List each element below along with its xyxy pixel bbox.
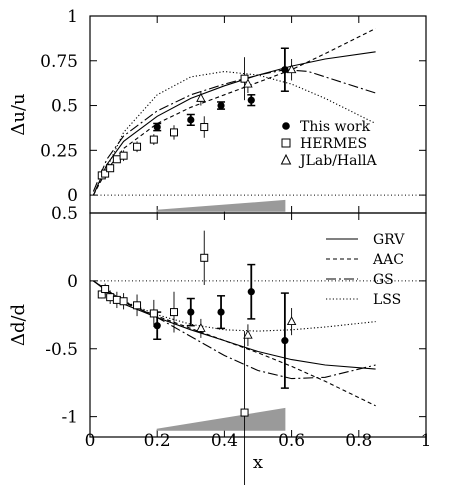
panel-frame (89, 15, 427, 214)
point-hermes (133, 301, 142, 310)
y-tick-label: -1 (61, 408, 78, 428)
point-hermes (112, 295, 121, 304)
point-hermes (101, 169, 110, 178)
y-axis-title: Δd/d (8, 304, 29, 346)
y-tick-label: 0.5 (51, 97, 78, 117)
bottom-panel: 0.5 0 -0.5 -1 Δd/d GRV AAC GS LSS (8, 204, 427, 485)
point-jlab (243, 78, 253, 88)
point-hermes (119, 297, 128, 306)
x-axis: 0 0.2 0.4 0.6 0.8 1 (85, 431, 432, 451)
point-hermes (170, 308, 178, 317)
point-this-work (217, 101, 225, 110)
point-hermes (170, 128, 178, 137)
y-tick-label: 0 (67, 272, 78, 292)
point-this-work (281, 66, 289, 74)
systematic-band (156, 407, 286, 431)
y-tick-label: 0.25 (40, 141, 78, 161)
curve-gs (92, 69, 376, 192)
point-hermes (149, 309, 158, 318)
curve-lss (92, 70, 376, 196)
point-hermes (240, 408, 249, 417)
point-hermes (200, 123, 209, 132)
point-jlab (196, 322, 206, 332)
point-hermes (106, 293, 115, 302)
y-tick-label: 1 (67, 7, 78, 27)
systematic-band (156, 199, 286, 212)
legend-label: LSS (373, 292, 401, 308)
curve-gs (93, 280, 376, 380)
point-this-work (217, 308, 225, 316)
point-this-work (247, 288, 255, 296)
x-tick-label: 1 (421, 431, 432, 451)
x-tick-label: 0.6 (278, 431, 305, 451)
point-hermes (101, 285, 110, 294)
curve-grv (93, 280, 376, 370)
legend-marker-hermes (281, 138, 291, 148)
point-hermes (106, 164, 115, 173)
point-jlab (243, 329, 253, 339)
point-jlab (286, 316, 297, 326)
y-tick-label: 0.75 (40, 52, 78, 72)
legend-label: GRV (373, 232, 405, 248)
y-tick-label: 0 (67, 186, 78, 206)
y-tick-label: 0.5 (51, 204, 78, 224)
panel-frame (89, 212, 427, 438)
legend-label: GS (373, 272, 394, 288)
point-this-work (187, 308, 195, 316)
point-this-work (281, 337, 289, 345)
point-this-work (247, 96, 255, 104)
point-this-work (153, 123, 161, 131)
point-hermes (200, 253, 209, 262)
point-this-work (187, 116, 195, 124)
legend-label: HERMES (300, 136, 367, 152)
x-tick-label: 0.2 (144, 431, 171, 451)
curve-aac (92, 28, 376, 196)
x-tick-label: 0.4 (211, 431, 238, 451)
point-jlab (286, 64, 297, 74)
point-jlab (196, 92, 206, 102)
y-axis-title: Δu/u (8, 93, 29, 135)
curve-grv (92, 51, 376, 196)
legend-marker-this-work (282, 122, 290, 130)
legend-label: AAC (372, 252, 404, 268)
legend-label: JLab/HallA (298, 153, 377, 169)
legend-label: This work (300, 119, 371, 135)
point-this-work (153, 322, 161, 330)
point-hermes (112, 155, 121, 164)
x-tick-label: 0 (85, 431, 96, 451)
legend-marker-jlab (280, 153, 292, 165)
point-hermes (133, 142, 142, 151)
top-panel: 1 0.75 0.5 0.25 0 Δu/u This workHERMESJLab/Hal… (8, 7, 427, 214)
y-tick-label: -0.5 (45, 340, 78, 360)
point-hermes (149, 135, 158, 144)
point-hermes (119, 151, 128, 160)
x-axis-title: x (253, 452, 263, 473)
x-tick-label: 0.8 (345, 431, 372, 451)
